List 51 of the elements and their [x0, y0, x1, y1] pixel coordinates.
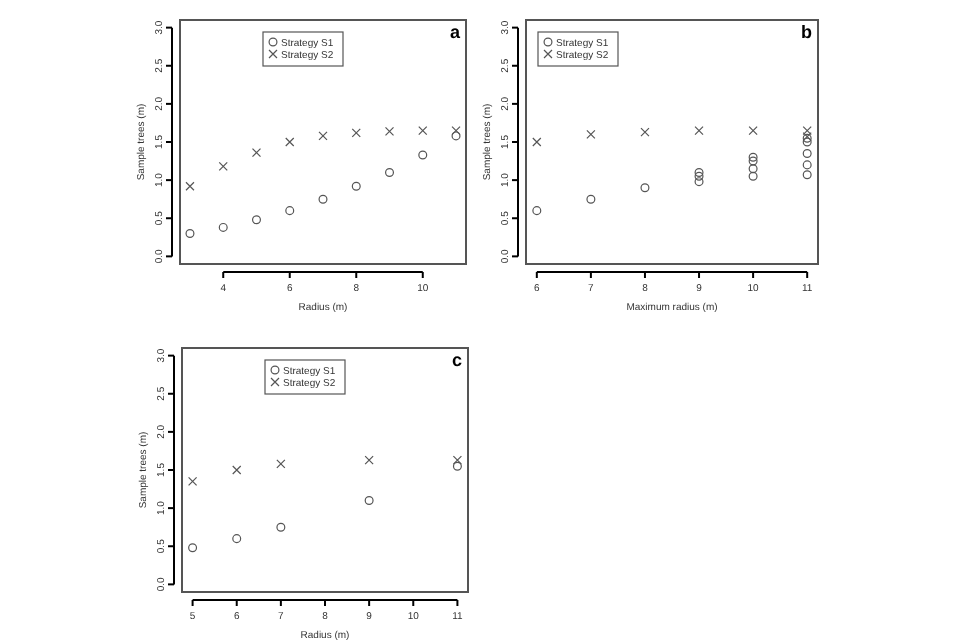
point	[748, 171, 758, 181]
point	[285, 206, 295, 216]
point	[232, 534, 242, 544]
point	[351, 128, 361, 138]
point	[232, 465, 242, 475]
point	[748, 152, 758, 162]
point	[185, 229, 195, 238]
point	[285, 137, 295, 147]
point	[694, 125, 704, 136]
point	[418, 125, 428, 136]
point	[385, 168, 395, 177]
annotation: a	[449, 22, 462, 42]
point	[532, 206, 542, 216]
point	[185, 181, 195, 191]
point	[802, 148, 812, 158]
point	[694, 177, 704, 187]
point	[276, 522, 286, 532]
annotation: c	[451, 350, 462, 370]
point	[802, 170, 812, 180]
point	[532, 137, 542, 147]
point	[187, 476, 198, 487]
point	[748, 156, 758, 166]
point	[418, 150, 428, 160]
point	[802, 137, 812, 147]
point	[451, 131, 461, 141]
point	[318, 131, 328, 141]
point	[188, 543, 198, 553]
annotation: b	[801, 22, 813, 42]
point	[802, 125, 812, 136]
point	[586, 194, 596, 204]
point	[351, 181, 361, 191]
point	[318, 194, 328, 204]
point	[218, 161, 228, 171]
point	[802, 160, 812, 170]
point	[640, 183, 650, 193]
point	[364, 455, 374, 465]
point	[748, 164, 758, 174]
point	[640, 127, 650, 137]
point	[276, 459, 286, 469]
point	[586, 129, 596, 139]
point	[218, 222, 228, 232]
point	[251, 148, 262, 158]
point	[452, 455, 463, 465]
point	[251, 215, 261, 225]
point	[748, 125, 758, 136]
point	[694, 168, 704, 177]
point	[452, 461, 462, 471]
point	[384, 126, 395, 136]
point	[364, 496, 374, 505]
point	[451, 125, 461, 136]
point	[694, 171, 704, 181]
